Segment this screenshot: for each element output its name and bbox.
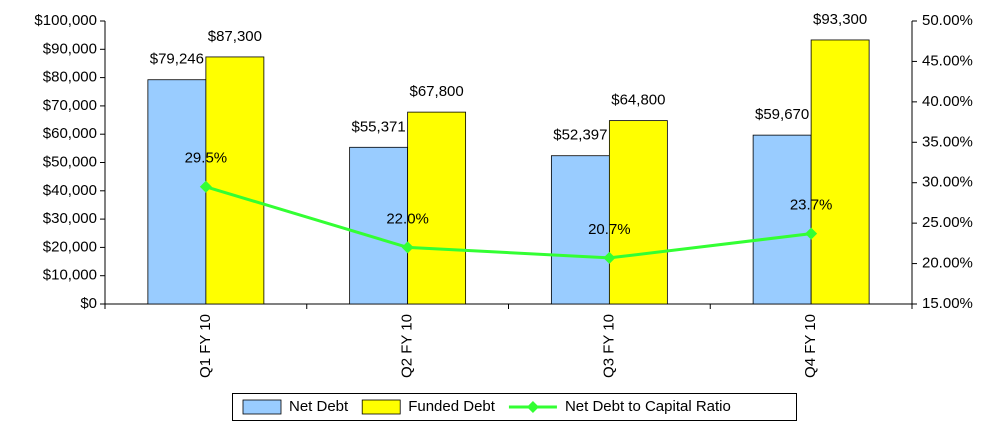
y-tick-label: $10,000 <box>43 267 97 284</box>
bar <box>608 120 668 305</box>
y-tick-label: $0 <box>80 295 97 312</box>
legend-swatch <box>242 399 282 415</box>
legend-swatch <box>361 399 401 415</box>
legend-marker <box>526 401 539 413</box>
x-tick-label: Q2 FY 10 <box>399 314 416 378</box>
y-tick-label: $50,000 <box>43 153 97 170</box>
y2-tick-label: 40.00% <box>922 93 973 110</box>
bar <box>147 79 207 305</box>
bar-value-label: $87,300 <box>208 28 262 45</box>
bar <box>205 56 265 305</box>
y2-tick-label: 35.00% <box>922 133 973 150</box>
y-tick-label: $100,000 <box>34 12 97 29</box>
y-tick-label: $20,000 <box>43 238 97 255</box>
bar-value-label: $93,300 <box>813 11 867 28</box>
y2-tick-label: 50.00% <box>922 12 973 29</box>
bar-value-label: $59,670 <box>755 106 809 123</box>
y2-tick-label: 20.00% <box>922 255 973 272</box>
line-marker <box>401 241 414 254</box>
bar-value-label: $55,371 <box>352 118 406 135</box>
y-tick-label: $30,000 <box>43 210 97 227</box>
bar-value-label: $67,800 <box>410 83 464 100</box>
legend-label: Net Debt to Capital Ratio <box>565 398 731 415</box>
bar <box>349 146 409 305</box>
x-tick-label: Q1 FY 10 <box>197 314 214 378</box>
x-tick-label: Q3 FY 10 <box>600 314 617 378</box>
bar-value-label: $79,246 <box>150 51 204 68</box>
x-tick-label: Q4 FY 10 <box>802 314 819 378</box>
line-value-label: 23.7% <box>790 197 833 214</box>
legend-label: Funded Debt <box>408 398 496 415</box>
legend-label: Net Debt <box>289 398 349 415</box>
y-tick-label: $40,000 <box>43 182 97 199</box>
y-tick-label: $70,000 <box>43 97 97 114</box>
bar <box>550 155 610 305</box>
y-tick-label: $90,000 <box>43 40 97 57</box>
y2-tick-label: 15.00% <box>922 295 973 312</box>
bar <box>407 111 467 305</box>
line-value-label: 29.5% <box>185 150 228 167</box>
line-value-label: 20.7% <box>588 221 631 238</box>
bar-value-label: $52,397 <box>553 127 607 144</box>
bar <box>752 134 812 305</box>
line-value-label: 22.0% <box>386 210 429 227</box>
line-marker <box>603 251 616 264</box>
y-tick-label: $60,000 <box>43 125 97 142</box>
y-tick-label: $80,000 <box>43 69 97 86</box>
y2-tick-label: 30.00% <box>922 174 973 191</box>
bar <box>810 39 870 305</box>
bar-value-label: $64,800 <box>611 92 665 109</box>
line <box>205 185 812 260</box>
y2-tick-label: 25.00% <box>922 214 973 231</box>
line-marker <box>199 180 212 193</box>
line-marker <box>805 227 818 240</box>
y2-tick-label: 45.00% <box>922 52 973 69</box>
